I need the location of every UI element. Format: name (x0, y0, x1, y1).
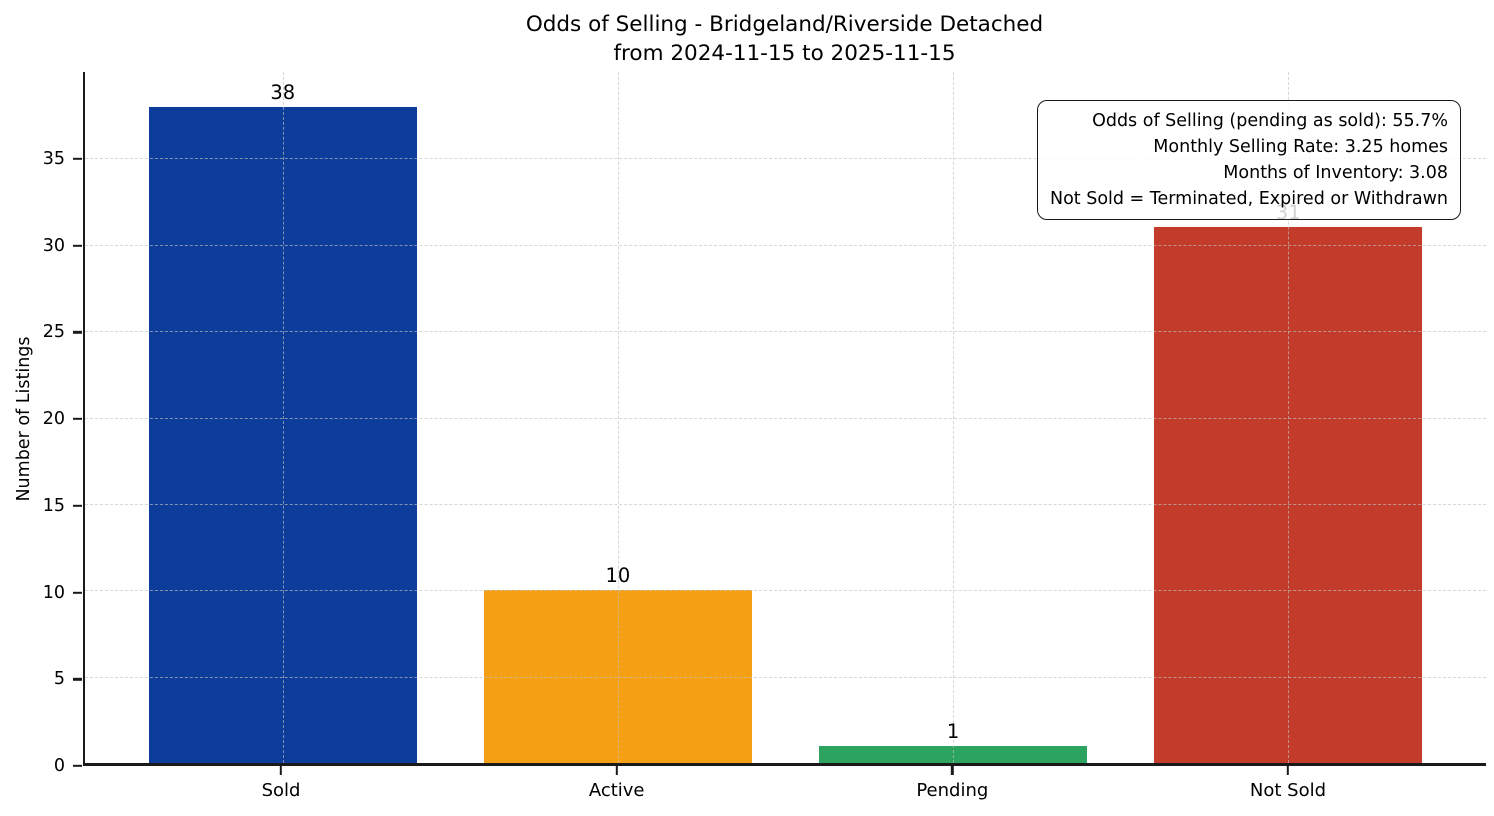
bar-active (483, 590, 752, 763)
y-tick-label: 5 (53, 669, 65, 690)
bar-pending (819, 745, 1088, 763)
annotation-odds-of-selling: Odds of Selling (pending as sold): 55.7% (1092, 111, 1448, 131)
y-tick-mark (73, 244, 82, 247)
x-axis-ticks: Sold Active Pending Not Sold (83, 766, 1486, 816)
x-tick-mark (279, 766, 283, 775)
x-tick-mark (615, 766, 618, 775)
bar-sold (148, 106, 417, 763)
plot-area: 3810131 (83, 72, 1486, 766)
bar-value-label: 10 (605, 564, 631, 588)
bar-not-sold (1154, 227, 1423, 763)
annotation-not-sold-definition: Not Sold = Terminated, Expired or Withdr… (1049, 189, 1448, 209)
y-tick-mark (73, 591, 82, 594)
x-tick-label-pending: Pending (916, 780, 989, 801)
x-tick-mark (951, 766, 954, 775)
x-tick-label-active: Active (588, 780, 645, 801)
y-tick-label: 35 (42, 148, 65, 169)
y-tick-label: 30 (42, 235, 65, 256)
y-tick-label: 0 (53, 756, 65, 776)
y-tick-mark (73, 157, 82, 160)
x-tick-mark (1286, 766, 1290, 775)
x-gridline (953, 72, 955, 763)
bar-value-label: 1 (946, 719, 960, 743)
y-tick-mark (73, 678, 82, 681)
bar-value-label: 38 (270, 80, 296, 104)
y-tick-label: 15 (42, 495, 65, 516)
chart-title-line1: Odds of Selling - Bridgeland/Riverside D… (525, 12, 1044, 37)
y-tick-label: 25 (42, 322, 65, 343)
y-tick-mark (73, 417, 82, 421)
annotation-months-of-inventory: Months of Inventory: 3.08 (1223, 163, 1448, 183)
stats-annotation-box: Odds of Selling (pending as sold): 55.7%… (1036, 100, 1461, 220)
y-tick-mark (73, 504, 82, 507)
annotation-monthly-selling-rate: Monthly Selling Rate: 3.25 homes (1153, 137, 1448, 157)
chart-title: Odds of Selling - Bridgeland/Riverside D… (83, 11, 1486, 68)
y-tick-mark (73, 764, 82, 768)
y-axis-ticks: 0 5 10 15 20 25 30 35 (0, 72, 82, 776)
chart-title-line2: from 2024-11-15 to 2025-11-15 (613, 40, 956, 66)
x-tick-label-sold: Sold (261, 780, 301, 801)
x-tick-label-not-sold: Not Sold (1249, 780, 1327, 801)
y-tick-label: 10 (42, 582, 65, 603)
y-tick-mark (73, 331, 82, 334)
y-tick-label: 20 (42, 409, 65, 429)
